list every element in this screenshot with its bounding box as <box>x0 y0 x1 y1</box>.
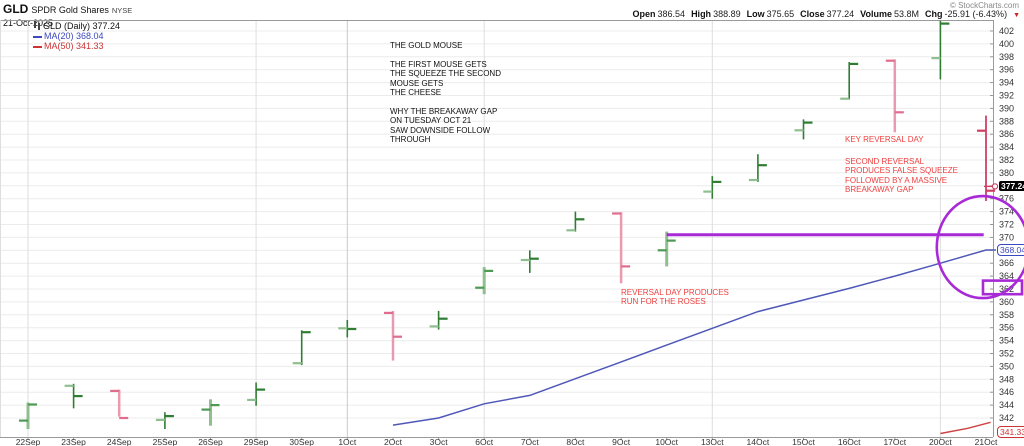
svg-text:398: 398 <box>999 52 1014 62</box>
low-value: 375.65 <box>766 9 795 19</box>
annotation-reversal-day: REVERSAL DAY PRODUCES RUN FOR THE ROSES <box>621 288 729 307</box>
svg-text:384: 384 <box>999 142 1014 152</box>
svg-text:364: 364 <box>999 271 1014 281</box>
svg-text:23Sep: 23Sep <box>61 437 86 446</box>
svg-text:390: 390 <box>999 103 1014 113</box>
svg-text:400: 400 <box>999 39 1014 49</box>
annotation-second-reversal: SECOND REVERSAL PRODUCES FALSE SQUEEZE F… <box>845 157 958 195</box>
svg-text:366: 366 <box>999 258 1014 268</box>
svg-text:342: 342 <box>999 413 1014 423</box>
ma50-price-label: 341.33 <box>997 426 1024 438</box>
svg-text:352: 352 <box>999 349 1014 359</box>
svg-text:29Sep: 29Sep <box>244 437 269 446</box>
volume-value: 53.8M <box>894 9 920 19</box>
svg-text:346: 346 <box>999 387 1014 397</box>
svg-text:356: 356 <box>999 323 1014 333</box>
chg-label: Chg <box>925 9 943 19</box>
copyright-label: © StockCharts.com <box>949 1 1019 10</box>
svg-text:2Oct: 2Oct <box>384 437 403 446</box>
high-value: 388.89 <box>713 9 741 19</box>
chg-value: -25.91 (-6.43%) <box>944 9 1008 19</box>
svg-text:6Oct: 6Oct <box>475 437 494 446</box>
legend-series: GLD (Daily) 377.24 <box>43 21 121 31</box>
svg-text:388: 388 <box>999 116 1014 126</box>
svg-text:9Oct: 9Oct <box>612 437 631 446</box>
svg-text:1Oct: 1Oct <box>338 437 357 446</box>
close-value: 377.24 <box>826 9 855 19</box>
low-label: Low <box>746 9 765 19</box>
svg-text:17Oct: 17Oct <box>883 437 906 446</box>
svg-text:376: 376 <box>999 194 1014 204</box>
svg-text:358: 358 <box>999 310 1014 320</box>
svg-text:24Sep: 24Sep <box>107 437 132 446</box>
legend-ma50: MA(50) 341.33 <box>44 41 104 51</box>
svg-text:15Oct: 15Oct <box>792 437 815 446</box>
svg-text:21Oct: 21Oct <box>975 437 998 446</box>
svg-text:394: 394 <box>999 78 1014 88</box>
annotation-gold-mouse: THE GOLD MOUSE THE FIRST MOUSE GETS THE … <box>390 41 501 145</box>
open-label: Open <box>632 9 656 19</box>
last-price-label: 377.24 <box>999 181 1024 191</box>
svg-text:3Oct: 3Oct <box>430 437 449 446</box>
svg-text:20Oct: 20Oct <box>929 437 952 446</box>
security-name: SPDR Gold Shares <box>31 5 109 15</box>
chart-type-icon <box>33 21 41 30</box>
svg-text:350: 350 <box>999 361 1014 371</box>
ma50-line <box>940 421 991 435</box>
svg-text:370: 370 <box>999 232 1014 242</box>
ma20-swatch-icon <box>33 35 42 38</box>
annotation-rect[interactable] <box>981 279 1024 296</box>
high-label: High <box>691 9 712 19</box>
chg-down-arrow-icon[interactable]: ▼ <box>1013 12 1020 19</box>
svg-text:26Sep: 26Sep <box>198 437 223 446</box>
svg-text:14Oct: 14Oct <box>747 437 770 446</box>
annotation-key-reversal: KEY REVERSAL DAY <box>845 135 924 144</box>
exchange-label: NYSE <box>111 6 133 15</box>
quote-strip: Open 386.54 High 388.89 Low 375.65 Close 377.24… <box>633 9 1020 19</box>
svg-text:380: 380 <box>999 168 1014 178</box>
svg-text:13Oct: 13Oct <box>701 437 724 446</box>
svg-text:374: 374 <box>999 207 1014 217</box>
svg-text:30Sep: 30Sep <box>289 437 314 446</box>
annotation-callout <box>984 183 999 190</box>
svg-text:396: 396 <box>999 65 1014 75</box>
ma20-price-label: 368.04 <box>997 244 1024 256</box>
legend-ma20: MA(20) 368.04 <box>44 31 104 41</box>
volume-label: Volume <box>860 9 893 19</box>
svg-text:7Oct: 7Oct <box>521 437 540 446</box>
open-value: 386.54 <box>657 9 686 19</box>
svg-text:10Oct: 10Oct <box>655 437 678 446</box>
close-label: Close <box>800 9 825 19</box>
svg-text:22Sep: 22Sep <box>16 437 41 446</box>
svg-text:402: 402 <box>999 26 1014 36</box>
ohlc-bars: 22Sep 23Sep 24Sep 25Sep 26Sep 29Sep 30Sep 1Oct 2… <box>16 20 998 446</box>
svg-text:354: 354 <box>999 336 1014 346</box>
ma20-line <box>392 249 996 426</box>
svg-text:25Sep: 25Sep <box>153 437 178 446</box>
svg-text:386: 386 <box>999 129 1014 139</box>
svg-text:372: 372 <box>999 220 1014 230</box>
svg-text:344: 344 <box>999 400 1014 410</box>
svg-text:382: 382 <box>999 155 1014 165</box>
svg-text:348: 348 <box>999 374 1014 384</box>
svg-text:392: 392 <box>999 91 1014 101</box>
ma50-swatch-icon <box>33 45 42 48</box>
svg-text:16Oct: 16Oct <box>838 437 861 446</box>
svg-text:362: 362 <box>999 284 1014 294</box>
annotation-ellipse[interactable] <box>935 194 1024 300</box>
chart-legend: GLD (Daily) 377.24 MA(20) 368.04 MA(50) … <box>33 21 120 51</box>
svg-text:360: 360 <box>999 297 1014 307</box>
plot-frame <box>0 20 994 438</box>
svg-text:8Oct: 8Oct <box>566 437 585 446</box>
ticker-symbol: GLD <box>3 2 29 16</box>
y-grid-and-labels: 342 344 346 348 350 352 354 356 358 360 362 364 366 3… <box>0 26 1014 423</box>
